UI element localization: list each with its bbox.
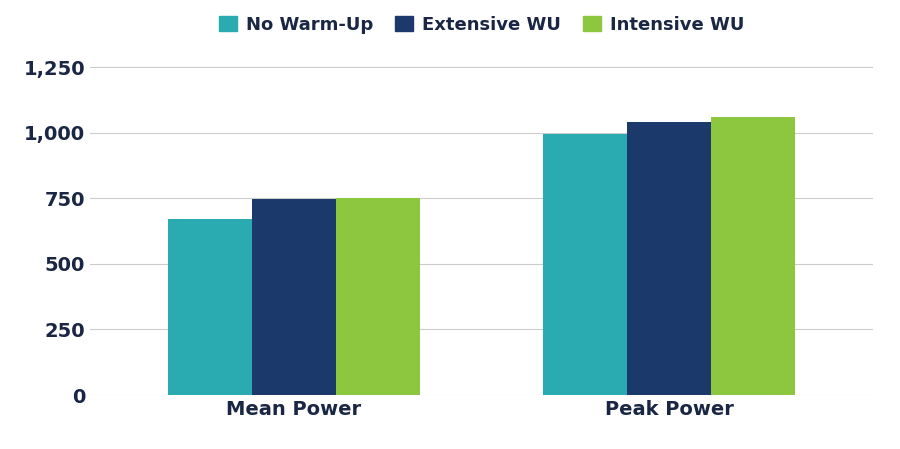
Bar [543, 134, 627, 395]
Bar [711, 117, 796, 395]
Bar [167, 219, 252, 395]
Bar [627, 122, 711, 395]
Legend: No Warm-Up, Extensive WU, Intensive WU: No Warm-Up, Extensive WU, Intensive WU [212, 9, 752, 41]
Bar [252, 199, 336, 395]
Bar [336, 198, 420, 395]
